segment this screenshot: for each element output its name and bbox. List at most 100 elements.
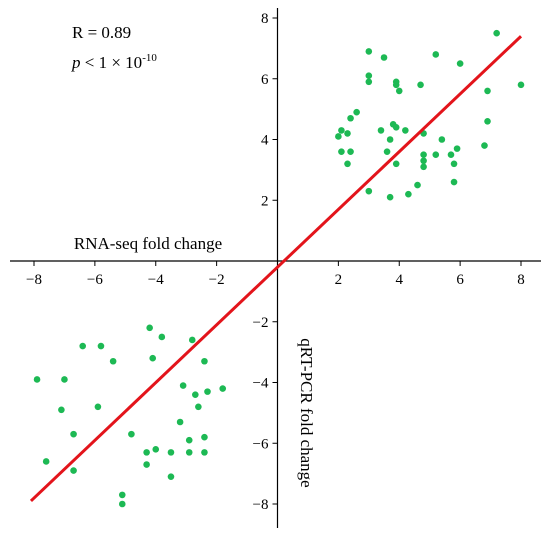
data-point — [338, 148, 345, 155]
y-axis-label: qRT-PCR fold change — [297, 338, 316, 487]
x-tick-label: −2 — [209, 272, 225, 288]
x-tick-label: −6 — [87, 272, 103, 288]
x-axis-label: RNA-seq fold change — [74, 234, 222, 253]
data-point — [176, 418, 184, 426]
data-point — [392, 81, 400, 89]
data-point — [42, 458, 50, 465]
y-tick-label: −4 — [253, 376, 269, 392]
data-point — [420, 163, 427, 171]
data-point — [146, 324, 153, 332]
x-tick-label: −4 — [148, 272, 164, 288]
data-point — [395, 87, 403, 95]
data-point — [484, 117, 491, 125]
data-point — [420, 157, 427, 165]
data-point — [185, 436, 193, 444]
data-point — [402, 127, 409, 134]
data-point — [450, 178, 458, 186]
data-point — [347, 114, 354, 122]
data-point — [201, 433, 208, 441]
data-point — [33, 376, 41, 383]
data-point — [219, 385, 227, 392]
y-tick-label: 2 — [261, 193, 269, 209]
data-point — [58, 406, 65, 414]
data-point — [149, 354, 157, 362]
data-point — [188, 336, 196, 344]
data-point — [447, 151, 455, 158]
data-point — [432, 151, 440, 158]
data-point — [118, 491, 126, 499]
p-value-text: < 1 × 10 — [81, 53, 143, 72]
data-point — [335, 133, 342, 140]
x-tick-label: 8 — [517, 272, 525, 288]
p-value-label: p < 1 × 10-10 — [71, 52, 157, 72]
correlation-label: R = 0.89 — [72, 23, 131, 42]
data-points — [33, 29, 525, 508]
data-point — [386, 136, 394, 143]
data-point — [456, 60, 464, 67]
y-tick-label: 8 — [261, 11, 269, 27]
data-point — [192, 391, 199, 398]
y-tick-label: −6 — [253, 436, 269, 452]
data-point — [143, 461, 150, 468]
data-point — [438, 136, 446, 143]
x-tick-label: 6 — [456, 272, 464, 288]
data-point — [365, 78, 373, 86]
x-tick-label: 2 — [335, 272, 343, 288]
data-point — [201, 449, 208, 456]
y-tick-label: −8 — [253, 497, 269, 513]
data-point — [344, 160, 351, 168]
data-point — [392, 160, 400, 168]
data-point — [414, 181, 421, 189]
data-point — [204, 388, 211, 395]
data-point — [152, 446, 160, 453]
data-point — [432, 51, 440, 58]
data-point — [79, 342, 86, 350]
data-point — [453, 145, 461, 152]
data-point — [493, 29, 500, 37]
regression-line — [29, 35, 523, 503]
data-point — [97, 342, 105, 350]
y-tick-label: 4 — [261, 133, 269, 149]
data-point — [70, 467, 77, 474]
x-tick-label: 4 — [396, 272, 404, 288]
data-point — [365, 72, 373, 80]
data-point — [353, 108, 360, 116]
data-point — [392, 124, 400, 131]
data-point — [383, 148, 391, 155]
data-point — [195, 403, 202, 411]
axis-ticks: −8 −6 −4 −2 2 4 6 8 8 6 4 2 −2 −4 −6 −8 — [26, 11, 525, 513]
data-point — [365, 48, 373, 55]
data-point — [179, 382, 187, 389]
data-point — [386, 193, 394, 201]
data-point — [481, 142, 488, 149]
data-point — [338, 127, 345, 134]
regression-line-group — [29, 35, 523, 503]
data-point — [70, 430, 77, 438]
p-exponent: -10 — [142, 52, 157, 64]
data-point — [417, 81, 424, 89]
data-point — [109, 357, 117, 365]
data-point — [118, 500, 126, 508]
data-point — [201, 357, 208, 365]
x-tick-label: −8 — [26, 272, 42, 288]
data-point — [185, 449, 193, 456]
data-point — [61, 376, 68, 383]
data-point — [380, 54, 388, 61]
data-point — [344, 130, 351, 137]
data-point — [94, 403, 102, 411]
data-point — [377, 127, 385, 134]
data-point — [405, 190, 412, 198]
data-point — [128, 430, 135, 438]
data-point — [143, 449, 150, 456]
data-point — [517, 81, 525, 89]
data-point — [420, 151, 427, 158]
data-point — [158, 333, 166, 341]
data-point — [365, 187, 373, 195]
p-symbol: p — [71, 53, 81, 72]
y-tick-label: 6 — [261, 72, 269, 88]
data-point — [484, 87, 491, 95]
data-point — [347, 148, 354, 155]
data-point — [450, 160, 458, 168]
data-point — [167, 473, 175, 480]
